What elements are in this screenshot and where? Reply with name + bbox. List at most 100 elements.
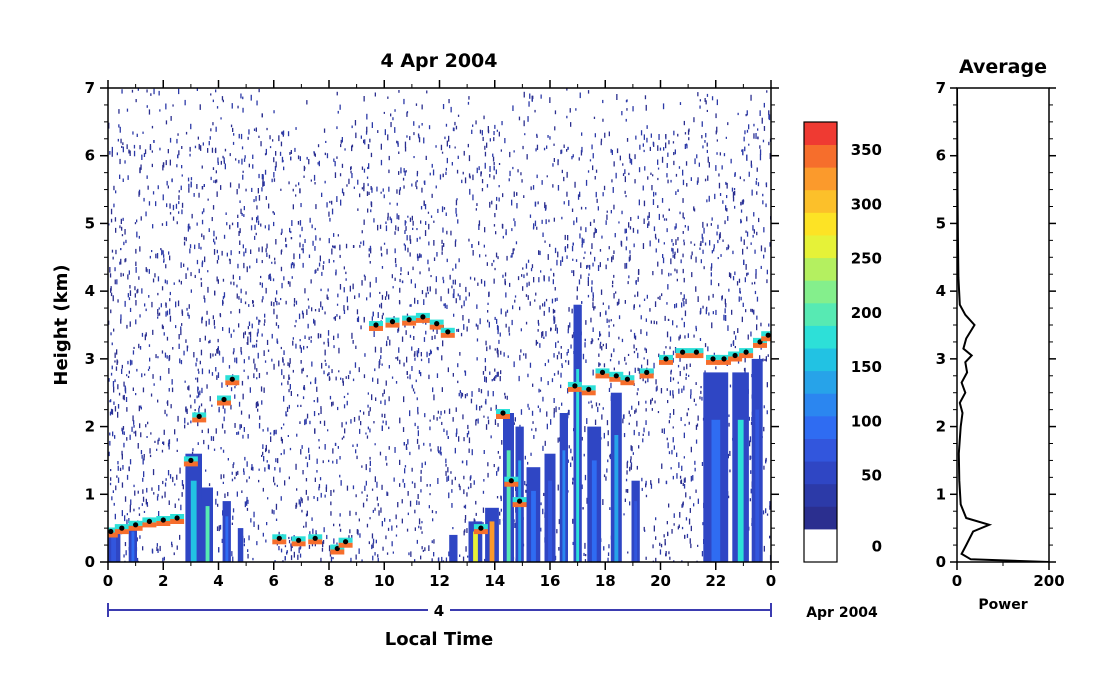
noise-speck bbox=[141, 454, 143, 459]
noise-speck bbox=[112, 490, 114, 493]
noise-speck bbox=[448, 99, 450, 104]
noise-speck bbox=[591, 144, 593, 150]
colorbar-segment bbox=[804, 415, 837, 439]
noise-speck bbox=[762, 193, 764, 197]
noise-speck bbox=[466, 460, 468, 466]
noise-speck bbox=[525, 489, 527, 493]
noise-speck bbox=[135, 99, 137, 103]
noise-speck bbox=[466, 492, 468, 497]
noise-speck bbox=[226, 222, 228, 226]
noise-speck bbox=[295, 184, 297, 187]
noise-speck bbox=[531, 264, 534, 269]
noise-speck bbox=[625, 246, 627, 251]
noise-speck bbox=[135, 266, 137, 273]
noise-speck bbox=[127, 293, 129, 298]
noise-speck bbox=[586, 418, 588, 424]
noise-speck bbox=[363, 168, 366, 173]
noise-speck bbox=[707, 175, 709, 181]
noise-speck bbox=[298, 182, 300, 186]
noise-speck bbox=[333, 245, 335, 249]
noise-speck bbox=[134, 293, 136, 298]
noise-speck bbox=[122, 465, 124, 470]
noise-speck bbox=[487, 302, 489, 305]
noise-speck bbox=[598, 403, 601, 406]
noise-speck bbox=[224, 493, 226, 498]
noise-speck bbox=[642, 433, 644, 436]
noise-speck bbox=[393, 477, 395, 482]
noise-speck bbox=[644, 529, 646, 532]
noise-speck bbox=[685, 492, 687, 498]
noise-speck bbox=[274, 560, 276, 562]
noise-speck bbox=[236, 432, 238, 435]
noise-speck bbox=[373, 331, 375, 337]
noise-speck bbox=[685, 161, 688, 166]
noise-speck bbox=[732, 341, 734, 345]
noise-speck bbox=[622, 173, 625, 176]
noise-speck bbox=[356, 443, 358, 447]
noise-speck bbox=[479, 254, 481, 258]
noise-speck bbox=[283, 166, 285, 171]
noise-speck bbox=[416, 438, 419, 444]
noise-speck bbox=[459, 295, 461, 301]
noise-speck bbox=[436, 252, 438, 257]
noise-speck bbox=[166, 310, 169, 316]
noise-speck bbox=[388, 365, 390, 369]
main-x-tick-label: 0 bbox=[766, 572, 776, 590]
noise-speck bbox=[689, 363, 691, 367]
noise-speck bbox=[149, 255, 151, 259]
noise-speck bbox=[208, 483, 211, 487]
noise-speck bbox=[215, 498, 217, 505]
noise-speck bbox=[763, 426, 765, 432]
noise-speck bbox=[682, 483, 684, 486]
main-x-axis-label: Local Time bbox=[385, 629, 494, 650]
noise-speck bbox=[320, 408, 322, 414]
noise-speck bbox=[144, 334, 146, 341]
noise-speck bbox=[240, 410, 243, 415]
noise-speck bbox=[251, 323, 253, 329]
noise-speck bbox=[267, 464, 270, 470]
noise-speck bbox=[746, 110, 748, 116]
noise-speck bbox=[441, 251, 443, 255]
noise-speck bbox=[172, 216, 175, 221]
noise-speck bbox=[112, 431, 114, 437]
noise-speck bbox=[162, 557, 164, 562]
noise-speck bbox=[683, 120, 685, 126]
noise-speck bbox=[547, 381, 549, 386]
noise-speck bbox=[126, 519, 128, 526]
noise-speck bbox=[541, 219, 543, 224]
noise-speck bbox=[327, 341, 330, 347]
noise-speck bbox=[386, 552, 389, 555]
noise-speck bbox=[145, 211, 147, 217]
noise-speck bbox=[603, 363, 606, 368]
noise-speck bbox=[737, 360, 740, 364]
cloud-base-point bbox=[613, 373, 619, 379]
noise-speck bbox=[454, 447, 456, 454]
noise-speck bbox=[290, 230, 292, 234]
noise-speck bbox=[256, 339, 258, 343]
noise-speck bbox=[486, 262, 488, 266]
noise-speck bbox=[495, 375, 497, 379]
noise-speck bbox=[590, 251, 592, 255]
noise-speck bbox=[142, 387, 145, 393]
noise-speck bbox=[291, 262, 294, 266]
noise-speck bbox=[301, 226, 303, 232]
noise-speck bbox=[110, 477, 112, 481]
noise-speck bbox=[414, 422, 416, 427]
noise-speck bbox=[557, 437, 559, 443]
noise-speck bbox=[582, 507, 584, 510]
noise-speck bbox=[637, 291, 639, 297]
noise-speck bbox=[145, 308, 147, 312]
noise-speck bbox=[242, 174, 244, 180]
noise-speck bbox=[370, 201, 373, 208]
noise-speck bbox=[369, 428, 371, 433]
noise-speck bbox=[760, 265, 762, 269]
colorbar-segment bbox=[804, 257, 837, 281]
noise-speck bbox=[210, 436, 213, 441]
noise-speck bbox=[406, 111, 409, 114]
noise-speck bbox=[638, 401, 640, 406]
noise-speck bbox=[520, 409, 523, 415]
noise-speck bbox=[581, 436, 583, 441]
noise-speck bbox=[643, 218, 645, 224]
noise-speck bbox=[263, 323, 265, 326]
noise-speck bbox=[635, 280, 637, 285]
